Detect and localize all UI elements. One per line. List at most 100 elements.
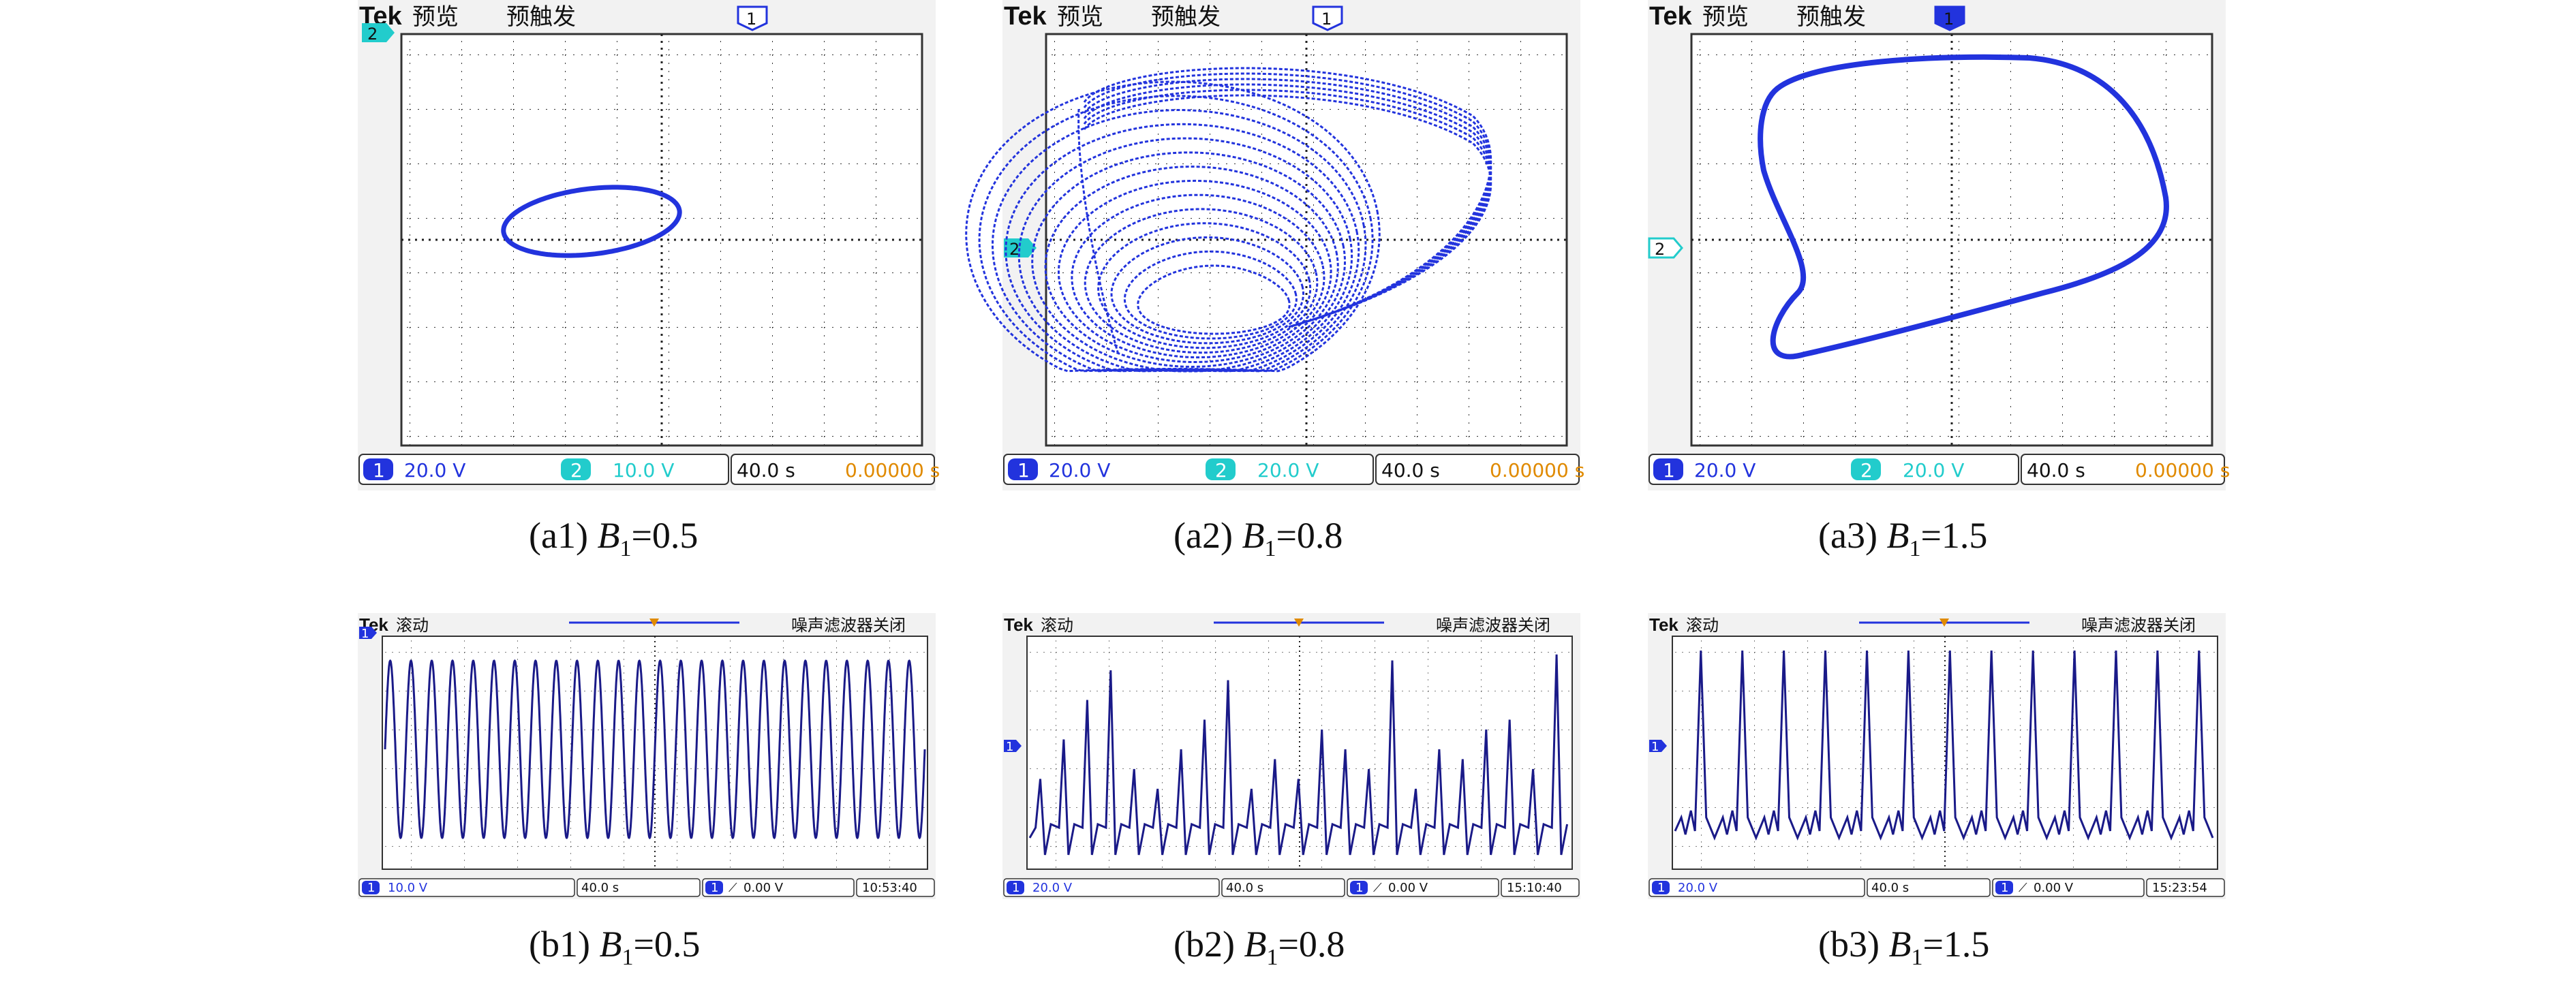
svg-text:1: 1 [1017,459,1030,482]
caption-a3: (a3) B1=1.5 [1818,515,1987,561]
trigger-level: 0.00 V [743,881,784,895]
attractor-loop [1123,250,1298,340]
ch1-marker-icon: 1 [1649,740,1667,754]
mode-label: 滚动 [1686,616,1719,635]
ch1-scale: 20.0 V [404,459,465,482]
status-bar: 1 20.0 V 2 10.0 V 40.0 s 0.00000 s [358,454,940,485]
svg-text:1: 1 [746,10,756,29]
ch1-badge [1653,458,1683,480]
trigger-position-icon [649,619,659,627]
svg-text:(a1) B1=0.5: (a1) B1=0.5 [529,515,698,561]
ch1-marker-icon: 1 [359,627,377,641]
xy-panel-a3: Tek 预览 预触发 1 2 1 20.0 V 2 20.0 V 40.0 s … [1648,0,2230,490]
svg-text:1: 1 [2001,881,2008,895]
attractor-loop [1071,193,1325,359]
trigger-marker-icon: 1 [737,5,768,31]
mode-label: 滚动 [396,616,429,635]
time-trace [1028,654,1569,856]
caption-a1: (a1) B1=0.5 [529,515,698,561]
status-bar: 1 20.0 V 40.0 s 1 ⟋ 0.00 V 15:10:40 [1003,878,1580,897]
status-bar: 1 20.0 V 2 20.0 V 40.0 s 0.00000 s [1003,454,1584,485]
ch2-scale: 20.0 V [1903,459,1964,482]
trigger-position: 0.00000 s [845,459,940,482]
trigger-label: 预触发 [1796,3,1866,31]
filter-label: 噪声滤波器关闭 [1436,616,1550,635]
attractor-loop [1110,236,1304,345]
ch1-scale: 20.0 V [1032,881,1073,895]
xy-panel-a2: Tek 预览 预触发 1 2 1 20.0 V 2 20.0 V 40.0 s … [965,0,1584,490]
caption-a2: (a2) B1=0.8 [1174,515,1343,561]
ch2-marker-icon: 2 [362,23,395,44]
ch2-scale: 10.0 V [613,459,674,482]
trigger-edge-icon: ⟋ [729,881,737,895]
ch1-scale: 10.0 V [388,881,428,895]
svg-text:1: 1 [1651,740,1659,754]
attractor-loop [1083,72,1492,328]
caption-b2: (b2) B1=0.8 [1174,924,1345,970]
attractor-loop [1083,83,1492,328]
attractor-loop [1083,67,1492,328]
attractor-loop [1017,137,1353,373]
filter-label: 噪声滤波器关闭 [2081,616,2196,635]
status-bar: 1 20.0 V 40.0 s 1 ⟋ 0.00 V 15:23:54 [1649,878,2225,897]
svg-text:1: 1 [1321,10,1332,29]
svg-text:1: 1 [1355,881,1363,895]
status-bar: 1 10.0 V 40.0 s 1 ⟋ 0.00 V 10:53:40 [358,878,935,897]
trigger-level: 0.00 V [2034,881,2074,895]
attractor-loop [1031,151,1347,373]
ch1-scale: 20.0 V [1049,459,1110,482]
clock: 15:10:40 [1507,881,1562,895]
xy-panel-a1: Tek 预览 预触发 1 2 1 20.0 V 2 10.0 V 40.0 s … [358,0,940,490]
svg-text:1: 1 [711,881,718,895]
attractor-loop [1083,94,1492,328]
svg-text:1: 1 [1006,740,1013,754]
timebase: 40.0 s [1226,881,1263,895]
attractor-loop [991,108,1367,373]
timebase: 40.0 s [1381,459,1440,482]
attractor-loop [1058,179,1332,364]
ch2-badge [561,458,591,480]
svg-text:2: 2 [1655,240,1665,259]
trigger-edge-icon: ⟋ [1373,881,1382,895]
xy-trace [965,67,1492,373]
trigger-position-icon [1939,619,1949,627]
ch1-marker-icon: 1 [1004,740,1022,754]
svg-text:(b1) B1=0.5: (b1) B1=0.5 [529,924,700,970]
time-trace [384,659,926,840]
time-panel-b3: Tek 滚动 噪声滤波器关闭 1 1 20.0 V 40.0 s 1 ⟋ 0.0… [1648,613,2226,899]
svg-text:2: 2 [1860,459,1873,482]
time-panel-b2: Tek 滚动 噪声滤波器关闭 1 1 20.0 V 40.0 s 1 ⟋ 0.0… [1002,613,1580,899]
attractor-loop [1137,264,1291,335]
brand-label: Tek [1004,2,1047,31]
svg-text:1: 1 [1944,10,1954,29]
trigger-label: 预触发 [506,3,576,31]
svg-text:(a2) B1=0.8: (a2) B1=0.8 [1174,515,1343,561]
trigger-marker-icon: 1 [1312,5,1343,31]
trigger-edge-icon: ⟋ [2019,881,2027,895]
attractor-loop [1044,166,1339,369]
attractor-loop [1083,89,1492,328]
ch1-badge [363,458,393,480]
svg-text:1: 1 [1012,881,1019,895]
timebase: 40.0 s [581,881,619,895]
ch1-scale: 20.0 V [1678,881,1718,895]
time-panel-b1: Tek 滚动 噪声滤波器关闭 1 1 10.0 V 40.0 s 1 ⟋ 0.0… [358,613,936,899]
ch2-badge [1206,458,1236,480]
attractor-loop [1005,123,1360,373]
ch1-scale: 20.0 V [1694,459,1755,482]
ch2-scale: 20.0 V [1257,459,1319,482]
svg-text:1: 1 [367,881,375,895]
ch1-badge [1008,458,1038,480]
ch2-marker-icon: 2 [1648,237,1683,259]
attractor-loop [1083,78,1492,328]
timebase: 40.0 s [737,459,795,482]
attractor-loop [965,80,1381,373]
timebase: 40.0 s [1871,881,1909,895]
svg-text:1: 1 [1657,881,1665,895]
mode-label: 预览 [1057,3,1103,31]
status-bar: 1 20.0 V 2 20.0 V 40.0 s 0.00000 s [1649,454,2230,485]
svg-text:(b2) B1=0.8: (b2) B1=0.8 [1174,924,1345,970]
svg-text:1: 1 [1663,459,1675,482]
